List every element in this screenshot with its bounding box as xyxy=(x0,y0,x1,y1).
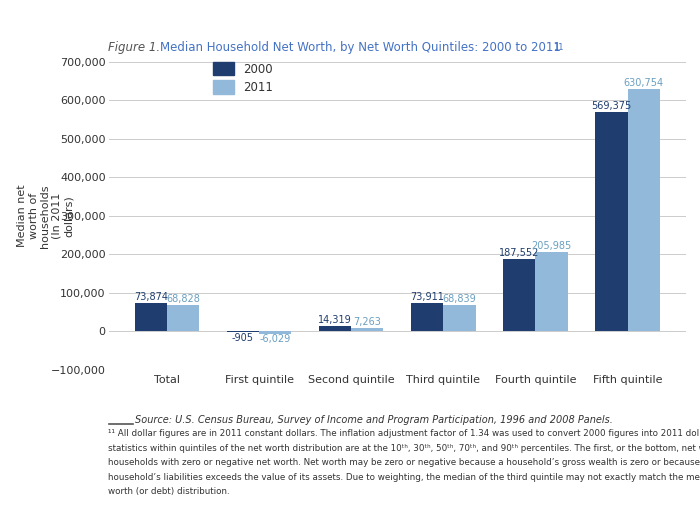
Bar xyxy=(259,331,291,333)
Y-axis label: Median net
worth of
households
(In 2011
dollars): Median net worth of households (In 2011 … xyxy=(17,184,73,248)
Text: 73,874: 73,874 xyxy=(134,292,168,302)
Bar xyxy=(167,305,199,331)
Bar xyxy=(503,259,536,331)
Bar xyxy=(536,252,568,331)
Text: -6,029: -6,029 xyxy=(260,334,290,344)
Bar xyxy=(443,305,475,331)
Bar xyxy=(627,89,659,331)
Legend: 2000, 2011: 2000, 2011 xyxy=(213,62,273,94)
Text: 7,263: 7,263 xyxy=(354,317,382,327)
Text: 14,319: 14,319 xyxy=(318,315,352,325)
Text: households with zero or negative net worth. Net worth may be zero or negative be: households with zero or negative net wor… xyxy=(108,458,700,467)
Text: 68,839: 68,839 xyxy=(442,294,476,304)
Bar xyxy=(411,303,443,331)
Text: 205,985: 205,985 xyxy=(531,241,572,251)
Text: statistics within quintiles of the net worth distribution are at the 10ᵗʰ, 30ᵗʰ,: statistics within quintiles of the net w… xyxy=(108,444,700,452)
Text: 630,754: 630,754 xyxy=(624,78,664,88)
Text: 68,828: 68,828 xyxy=(166,294,200,304)
Text: 11: 11 xyxy=(553,43,564,52)
Text: Figure 1.: Figure 1. xyxy=(108,41,160,54)
Text: 569,375: 569,375 xyxy=(592,101,631,111)
Text: -905: -905 xyxy=(232,332,254,342)
Text: 73,911: 73,911 xyxy=(410,292,444,302)
Bar xyxy=(135,303,167,331)
Bar xyxy=(319,326,351,331)
Bar xyxy=(351,328,384,331)
Text: ¹¹ All dollar figures are in 2011 constant dollars. The inflation adjustment fac: ¹¹ All dollar figures are in 2011 consta… xyxy=(108,429,700,438)
Text: Source: U.S. Census Bureau, Survey of Income and Program Participation, 1996 and: Source: U.S. Census Bureau, Survey of In… xyxy=(135,415,613,425)
Text: worth (or debt) distribution.: worth (or debt) distribution. xyxy=(108,487,230,496)
Text: household’s liabilities exceeds the value of its assets. Due to weighting, the m: household’s liabilities exceeds the valu… xyxy=(108,473,700,481)
Bar xyxy=(595,112,627,331)
Text: Median Household Net Worth, by Net Worth Quintiles: 2000 to 2011: Median Household Net Worth, by Net Worth… xyxy=(160,41,561,54)
Text: 187,552: 187,552 xyxy=(499,248,540,258)
